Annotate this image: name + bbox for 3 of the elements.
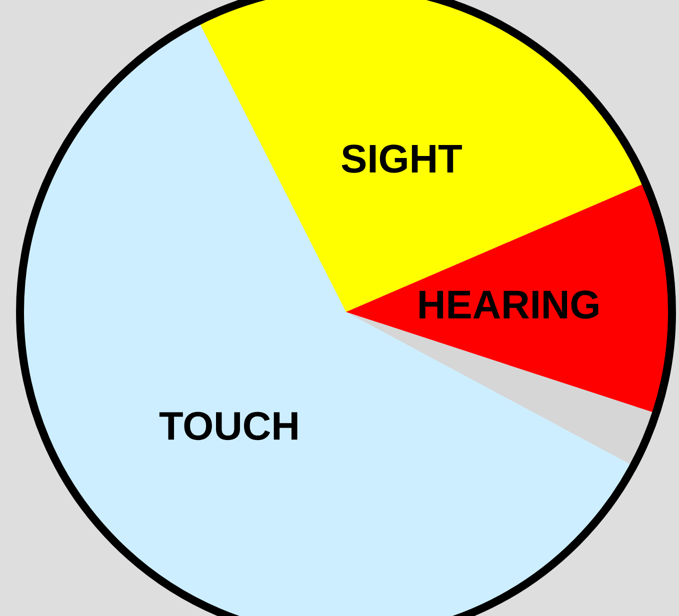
slice-label: SIGHT [342, 144, 462, 173]
slice-label: TOUCH [159, 412, 298, 440]
slice-label: HEARING [420, 290, 598, 319]
